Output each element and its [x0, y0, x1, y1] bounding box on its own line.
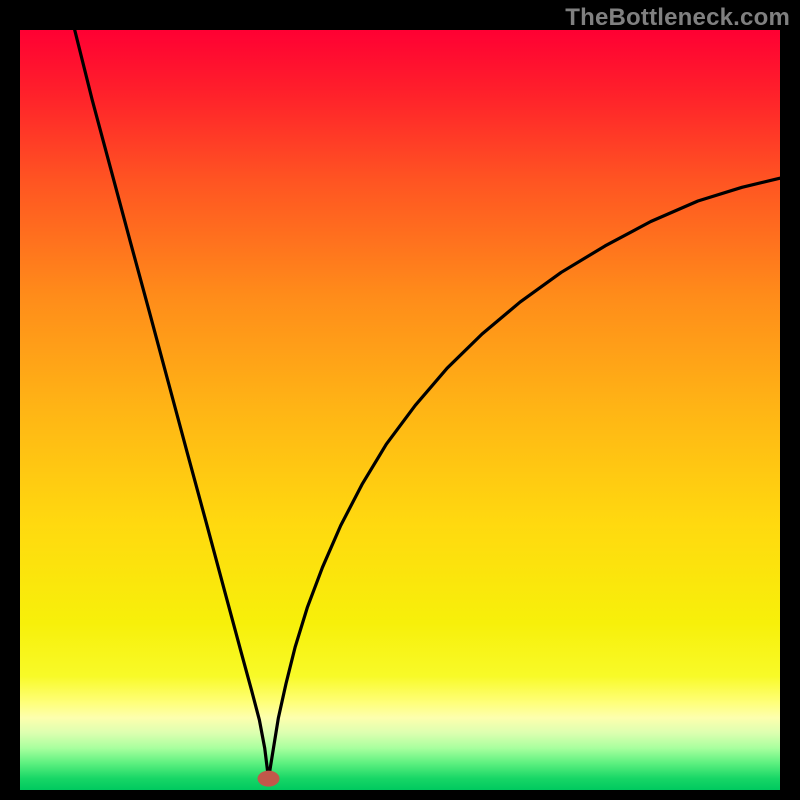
watermark-text: TheBottleneck.com	[565, 4, 790, 32]
bottleneck-chart	[0, 0, 800, 800]
plot-area	[20, 30, 780, 790]
chart-container: { "watermark": { "text": "TheBottleneck.…	[0, 0, 800, 800]
minimum-marker	[258, 771, 280, 787]
